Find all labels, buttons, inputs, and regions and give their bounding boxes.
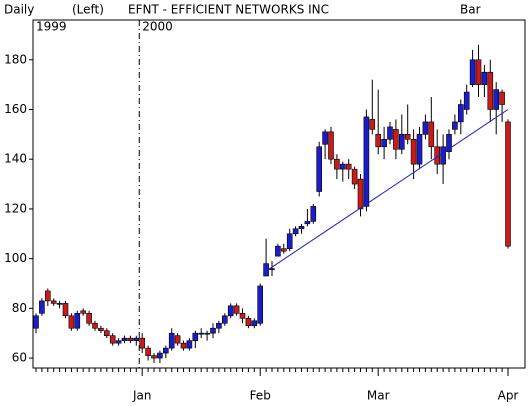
candle-body bbox=[109, 335, 116, 344]
candle-body bbox=[363, 116, 370, 207]
chart-style-label: Bar bbox=[460, 3, 481, 17]
candle-body bbox=[387, 126, 393, 140]
candle-body bbox=[121, 337, 128, 341]
candle-body bbox=[174, 335, 181, 344]
candle-body bbox=[475, 59, 482, 85]
y-tick-label: 100 bbox=[4, 251, 27, 265]
candle-body bbox=[351, 168, 358, 185]
candle-body bbox=[210, 327, 216, 334]
candle-body bbox=[133, 337, 140, 341]
candle-body bbox=[74, 313, 81, 329]
candle-body bbox=[452, 121, 458, 130]
candle-body bbox=[216, 322, 222, 329]
candle-body bbox=[505, 121, 511, 247]
candle-body bbox=[86, 313, 92, 324]
candle-body bbox=[446, 134, 452, 153]
candle-body bbox=[192, 332, 199, 341]
year-label: 1999 bbox=[36, 20, 67, 34]
candle-body bbox=[292, 228, 299, 235]
candle-body bbox=[463, 91, 470, 110]
candle-body bbox=[50, 300, 57, 304]
candle-body bbox=[369, 119, 376, 130]
candle-body bbox=[410, 139, 417, 165]
chart-title: EFNT - EFFICIENT NETWORKS INC bbox=[128, 3, 329, 17]
candle-body bbox=[457, 104, 464, 123]
candle-body bbox=[328, 131, 334, 160]
candle-body bbox=[186, 340, 193, 349]
x-tick-label: Mar bbox=[367, 389, 390, 403]
candle-body bbox=[422, 121, 429, 135]
candle-body bbox=[404, 134, 411, 140]
candle-body bbox=[310, 206, 317, 222]
y-tick-label: 140 bbox=[4, 152, 27, 166]
candle-body bbox=[98, 327, 104, 332]
candle-body bbox=[316, 146, 323, 192]
trendline bbox=[265, 109, 509, 272]
candle-body bbox=[68, 315, 75, 329]
candle-body bbox=[481, 71, 488, 85]
candle-body bbox=[398, 134, 405, 150]
candle-body bbox=[440, 146, 446, 165]
candle-body bbox=[233, 305, 240, 314]
year-label: 2000 bbox=[142, 20, 173, 34]
candle-body bbox=[469, 59, 476, 85]
x-tick-label: Jan bbox=[132, 389, 152, 403]
x-tick-label: Feb bbox=[250, 389, 271, 403]
candle-body bbox=[33, 315, 39, 329]
y-tick-label: 160 bbox=[4, 102, 27, 116]
candle-body bbox=[393, 129, 399, 150]
x-tick-label: Apr bbox=[498, 389, 519, 403]
candle-body bbox=[127, 337, 134, 341]
candle-body bbox=[115, 340, 122, 344]
candle-body bbox=[227, 305, 234, 317]
candle-body bbox=[168, 332, 175, 349]
candle-body bbox=[375, 134, 382, 148]
candle-body bbox=[487, 71, 494, 110]
y-tick-label: 60 bbox=[12, 351, 27, 365]
candle-body bbox=[151, 355, 157, 359]
y-tick-label: 180 bbox=[4, 52, 27, 66]
candle-body bbox=[104, 330, 110, 336]
candle-body bbox=[80, 310, 86, 314]
candle-body bbox=[275, 245, 281, 257]
candle-body bbox=[92, 322, 98, 329]
candle-body bbox=[428, 121, 435, 148]
candle-body bbox=[416, 134, 423, 165]
y-tick-label: 80 bbox=[12, 301, 27, 315]
candle-body bbox=[198, 332, 204, 335]
candle-body bbox=[322, 131, 328, 145]
candle-body bbox=[145, 347, 151, 356]
candle-body bbox=[157, 352, 163, 359]
y-tick-label: 120 bbox=[4, 201, 27, 215]
axis-side-label: (Left) bbox=[72, 3, 104, 17]
candle-body bbox=[204, 332, 210, 335]
candle-body bbox=[180, 342, 187, 349]
candle-body bbox=[257, 285, 264, 324]
interval-label: Daily bbox=[4, 3, 34, 17]
candle-body bbox=[39, 300, 45, 314]
candle-body bbox=[239, 313, 246, 319]
candle-body bbox=[222, 315, 228, 324]
plot-frame bbox=[32, 19, 526, 369]
candle-body bbox=[357, 178, 364, 210]
candle-body bbox=[44, 290, 51, 302]
candle-body bbox=[56, 303, 63, 305]
candle-body bbox=[339, 163, 346, 170]
candle-body bbox=[245, 317, 252, 327]
candle-body bbox=[334, 158, 340, 170]
candle-body bbox=[251, 320, 258, 327]
candle-body bbox=[62, 303, 69, 317]
candle-body bbox=[381, 139, 387, 148]
candle-body bbox=[499, 91, 505, 105]
candle-body bbox=[139, 337, 145, 349]
candle-body bbox=[163, 347, 169, 354]
candle-body bbox=[304, 221, 311, 225]
candle-body bbox=[345, 163, 352, 170]
candle-body bbox=[286, 233, 293, 249]
candle-body bbox=[280, 248, 287, 252]
candle-body bbox=[298, 226, 305, 230]
candle-body bbox=[493, 89, 500, 110]
